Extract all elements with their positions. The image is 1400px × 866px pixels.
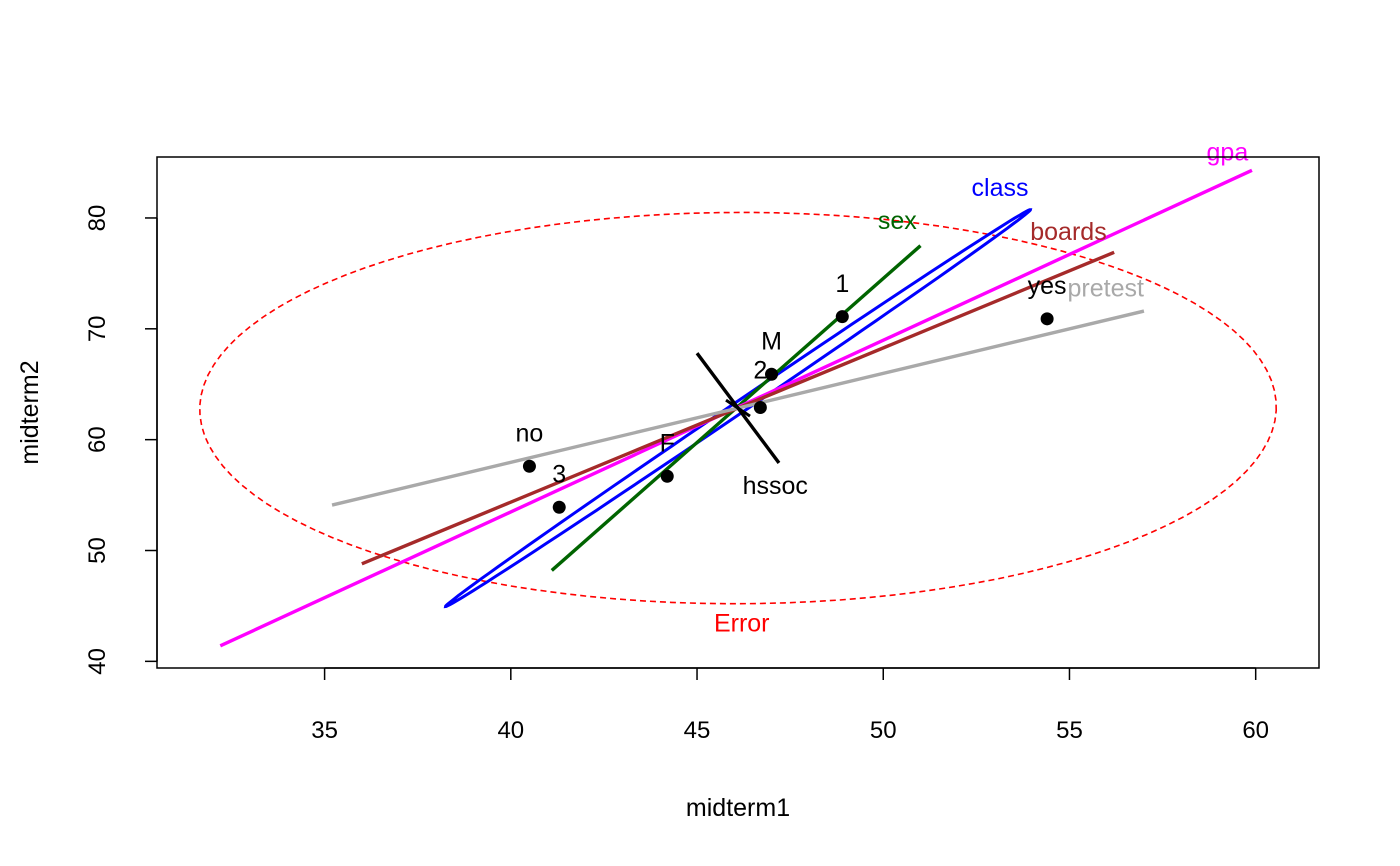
pretest-label: pretest xyxy=(1068,275,1144,303)
point-label-3: 3 xyxy=(552,460,566,488)
y-tick-label-50: 50 xyxy=(84,537,111,564)
x-tick-label-55: 55 xyxy=(1056,717,1083,744)
data-point-yes xyxy=(1040,312,1054,326)
y-axis: 40 50 60 70 80 xyxy=(84,205,158,675)
point-label-2: 2 xyxy=(753,356,767,384)
x-axis: 35 40 45 50 55 60 xyxy=(311,667,1269,744)
data-point-2 xyxy=(753,401,767,415)
class-label: class xyxy=(972,174,1029,202)
plot-frame xyxy=(156,156,1320,669)
data-point-M xyxy=(765,367,779,381)
center-cross xyxy=(725,398,751,418)
class-ellipse xyxy=(443,208,1033,609)
y-axis-title: midterm2 xyxy=(16,360,44,464)
x-tick-label-50: 50 xyxy=(870,717,897,744)
y-tick-label-70: 70 xyxy=(84,315,111,342)
hssoc-label: hssoc xyxy=(743,472,808,500)
point-label-yes: yes xyxy=(1028,272,1067,300)
x-axis-title: midterm1 xyxy=(686,794,790,822)
label-layer: Error class sex gpa boards pretest hssoc 1 2 3 M Fn… xyxy=(516,138,1249,637)
point-layer xyxy=(522,310,1054,514)
x-tick-label-40: 40 xyxy=(497,717,524,744)
error-ellipse xyxy=(198,211,1278,605)
sex-label: sex xyxy=(878,207,917,235)
y-tick-label-40: 40 xyxy=(84,648,111,675)
x-tick-label-60: 60 xyxy=(1242,717,1269,744)
boards-label: boards xyxy=(1030,218,1106,246)
data-point-F xyxy=(660,469,674,483)
term-line-layer xyxy=(219,168,1253,648)
data-point-3 xyxy=(552,500,566,514)
x-tick-label-35: 35 xyxy=(311,717,338,744)
data-point-1 xyxy=(835,310,849,324)
data-point-no xyxy=(522,459,536,473)
point-label-no: no xyxy=(516,419,544,447)
y-tick-label-80: 80 xyxy=(84,205,111,232)
point-label-M: M xyxy=(761,327,782,355)
gpa-label: gpa xyxy=(1207,138,1249,166)
y-tick-label-60: 60 xyxy=(84,426,111,453)
error-label: Error xyxy=(714,609,770,637)
x-tick-label-45: 45 xyxy=(684,717,711,744)
point-label-F: F xyxy=(660,429,675,457)
point-label-1: 1 xyxy=(835,270,849,298)
ellipse-layer xyxy=(198,208,1278,609)
